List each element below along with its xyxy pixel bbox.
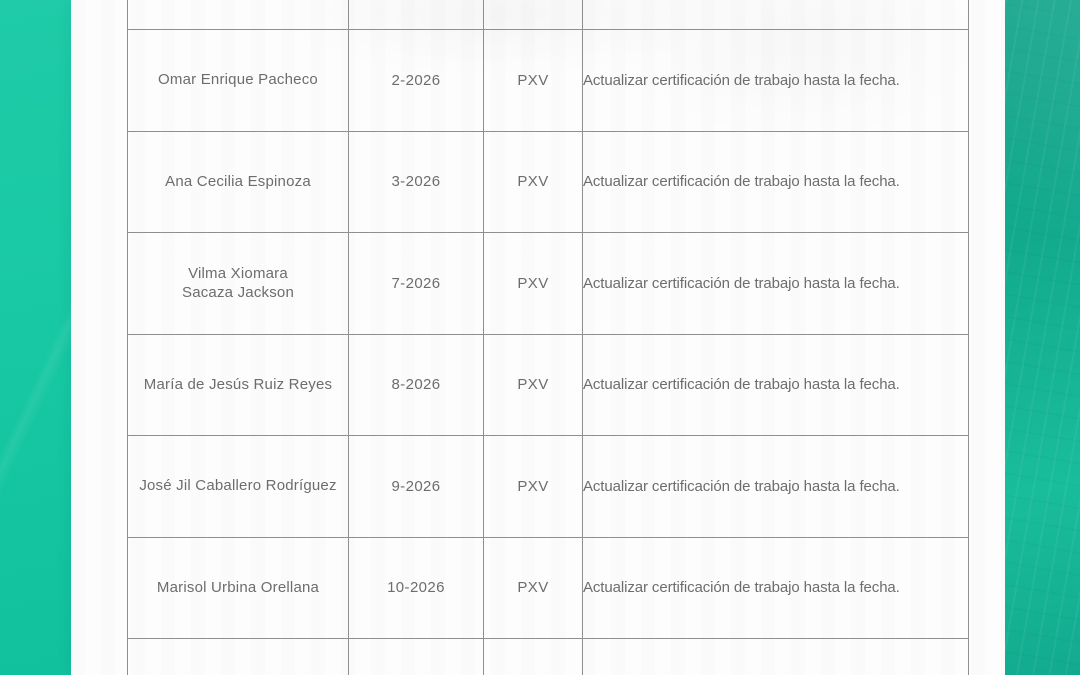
action-cell: Actualizar certificación de trabajo hast… [582,130,969,233]
action-cell [582,0,969,30]
code-cell: PXV [483,333,583,436]
document-page: Omar Enrique Pacheco 2-2026 PXV Actualiz… [71,0,1005,675]
table-row: José Jil Caballero Rodríguez 9-2026 PXV … [127,434,969,538]
table-row: Vilma Xiomara Sacaza Jackson 7-2026 PXV … [127,231,969,335]
date-cell [348,637,484,675]
name-cell [127,637,349,675]
right-accent-band [1005,0,1080,675]
name-cell: Omar Enrique Pacheco [127,28,349,132]
action-cell: Actualizar certificación de trabajo hast… [582,333,969,436]
date-cell: 8-2026 [348,333,484,436]
code-cell: PXV [483,130,583,233]
table-row: Marisol Urbina Orellana 10-2026 PXV Actu… [127,536,969,639]
code-cell: PXV [483,28,583,132]
table-row-partial-bottom [127,637,969,675]
table-row: María de Jesús Ruiz Reyes 8-2026 PXV Act… [127,333,969,436]
table-row: Ana Cecilia Espinoza 3-2026 PXV Actualiz… [127,130,969,233]
date-cell: 2-2026 [348,28,484,132]
left-accent-band [0,0,71,675]
date-cell [348,0,484,30]
code-cell [483,0,583,30]
date-cell: 7-2026 [348,231,484,335]
date-cell: 10-2026 [348,536,484,639]
action-cell: Actualizar certificación de trabajo hast… [582,536,969,639]
code-cell: PXV [483,231,583,335]
table-row-partial-top [127,0,969,30]
table-row: Omar Enrique Pacheco 2-2026 PXV Actualiz… [127,28,969,132]
action-cell: Actualizar certificación de trabajo hast… [582,231,969,335]
code-cell: PXV [483,434,583,538]
code-cell [483,637,583,675]
code-cell: PXV [483,536,583,639]
records-table: Omar Enrique Pacheco 2-2026 PXV Actualiz… [127,0,969,675]
date-cell: 9-2026 [348,434,484,538]
name-cell: José Jil Caballero Rodríguez [127,434,349,538]
name-cell: Marisol Urbina Orellana [127,536,349,639]
name-cell [127,0,349,30]
name-cell: María de Jesús Ruiz Reyes [127,333,349,436]
action-cell: Actualizar certificación de trabajo hast… [582,28,969,132]
name-cell: Vilma Xiomara Sacaza Jackson [127,231,349,335]
name-cell: Ana Cecilia Espinoza [127,130,349,233]
date-cell: 3-2026 [348,130,484,233]
action-cell [582,637,969,675]
action-cell: Actualizar certificación de trabajo hast… [582,434,969,538]
